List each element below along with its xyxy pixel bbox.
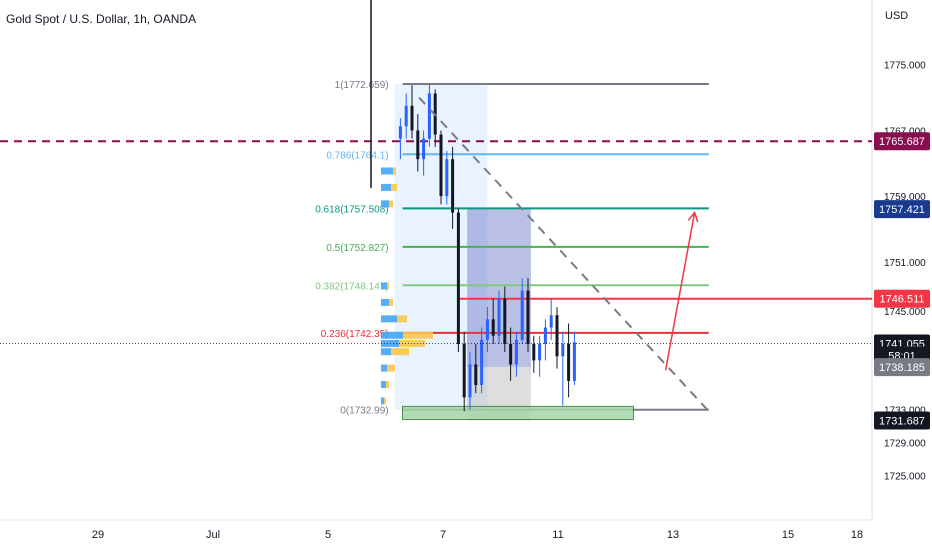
volume-profile-bar xyxy=(391,348,409,356)
volume-profile-bar xyxy=(387,282,389,290)
volume-profile-bar xyxy=(391,183,397,191)
y-tick-label: 1729.000 xyxy=(884,439,926,450)
symbol-title: Gold Spot / U.S. Dollar, 1h, OANDA xyxy=(6,12,197,26)
price-badge xyxy=(874,200,930,219)
candle-body xyxy=(485,319,489,340)
volume-profile-bar xyxy=(381,282,387,290)
currency-unit-label: USD xyxy=(885,10,909,22)
volume-profile-bar xyxy=(381,167,393,175)
candle-body xyxy=(567,343,571,381)
candle-body xyxy=(439,134,443,197)
price-badge-label: 1738.185 xyxy=(879,362,925,374)
candle-body xyxy=(422,138,426,160)
volume-profile-bar xyxy=(399,339,425,347)
volume-profile-bar xyxy=(381,364,387,372)
volume-profile-bar xyxy=(397,315,407,323)
y-tick-label: 1725.000 xyxy=(884,471,926,482)
fib-level-label: 0(1732.99) xyxy=(340,406,388,417)
x-tick-label: 5 xyxy=(325,529,331,541)
candle-body xyxy=(480,339,484,386)
price-badge xyxy=(874,411,930,430)
volume-profile-bar xyxy=(381,397,384,405)
x-tick-label: 18 xyxy=(851,529,863,541)
fib-level-label: 0.236(1742.35) xyxy=(321,329,389,340)
price-badge-label: 1746.511 xyxy=(879,294,924,306)
volume-profile-bar xyxy=(389,200,393,208)
candle-body xyxy=(520,290,524,340)
candle-body xyxy=(404,105,408,127)
candle-body xyxy=(549,315,553,328)
price-badge xyxy=(874,358,930,377)
price-badge-label: 1765.687 xyxy=(879,136,925,148)
candle-body xyxy=(398,126,402,139)
x-tick-label: 13 xyxy=(667,529,679,541)
volume-profile-bar xyxy=(381,298,389,306)
volume-profile-bar xyxy=(403,331,433,339)
candle-body xyxy=(456,212,460,344)
candle-body xyxy=(497,298,501,336)
x-tick-label: 15 xyxy=(782,529,794,541)
candle-body xyxy=(451,159,455,213)
y-tick-label: 1745.000 xyxy=(884,307,926,318)
volume-profile-bar xyxy=(386,381,389,389)
volume-profile-bar xyxy=(381,348,391,356)
candle-body xyxy=(532,343,536,361)
candle-body xyxy=(543,327,547,344)
projection-arrow-head xyxy=(687,211,699,223)
y-tick-label: 1775.000 xyxy=(884,61,926,72)
fib-level-label: 0.5(1752.827) xyxy=(326,243,388,254)
trend-line xyxy=(418,96,710,412)
y-tick-label: 1751.000 xyxy=(884,258,926,269)
volume-profile-bar xyxy=(381,381,386,389)
candle-body xyxy=(526,290,530,344)
candle-body xyxy=(503,298,507,344)
x-tick-label: Jul xyxy=(206,529,220,541)
candle-body xyxy=(572,342,576,381)
candle-body xyxy=(474,364,478,386)
candle-body xyxy=(555,315,559,357)
candle-body xyxy=(468,364,472,398)
volume-profile-bar xyxy=(387,364,395,372)
price-badge-label: 1757.421 xyxy=(879,204,925,216)
candle-body xyxy=(462,343,466,398)
candle-body xyxy=(416,130,420,160)
candle-body xyxy=(491,319,495,336)
price-badge xyxy=(874,132,930,151)
volume-profile-bar xyxy=(381,200,389,208)
x-tick-label: 29 xyxy=(92,529,104,541)
candle-body xyxy=(509,343,513,365)
candle-body xyxy=(427,93,431,139)
volume-profile-bar xyxy=(384,397,386,405)
projection-arrow xyxy=(664,212,696,371)
y-tick-label: 1767.000 xyxy=(884,126,926,137)
candle-body xyxy=(410,105,414,131)
candle-body xyxy=(561,343,565,357)
fib-level-label: 0.618(1757.508) xyxy=(315,204,388,215)
volume-profile-bar xyxy=(393,167,396,175)
volume-profile-bar xyxy=(389,298,393,306)
x-tick-label: 7 xyxy=(440,529,446,541)
fib-level-label: 1(1772.659) xyxy=(335,80,389,91)
price-badge-label: 1731.687 xyxy=(879,415,925,427)
price-badge xyxy=(874,289,930,308)
volume-profile-bar xyxy=(381,315,397,323)
fib-level-label: 0.382(1748.147) xyxy=(315,281,388,292)
x-tick-label: 11 xyxy=(552,529,563,541)
candle-body xyxy=(538,343,542,361)
candle-body xyxy=(514,339,518,365)
volume-profile-bar xyxy=(381,331,403,339)
fib-level-label: 0.786(1764.1) xyxy=(326,150,388,161)
support-zone-box xyxy=(402,405,634,421)
candle-body xyxy=(445,159,449,197)
volume-profile-bar xyxy=(381,183,391,191)
y-tick-label: 1759.000 xyxy=(884,192,926,203)
y-tick-label: 1733.000 xyxy=(884,406,926,417)
